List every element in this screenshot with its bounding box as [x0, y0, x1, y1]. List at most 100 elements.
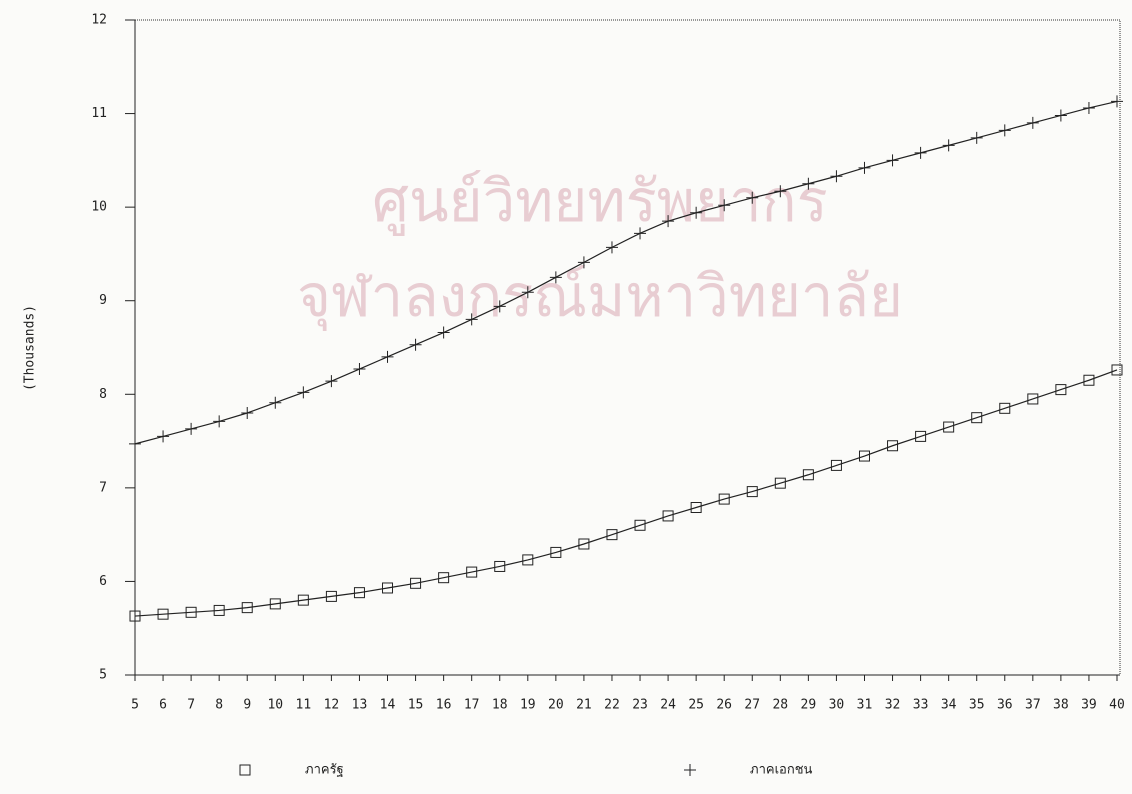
point: [1111, 364, 1123, 376]
point: [297, 386, 310, 399]
point: [157, 608, 169, 620]
point: [970, 131, 983, 144]
point: [353, 587, 365, 599]
x-tick-label: 36: [997, 698, 1013, 713]
point: [381, 350, 394, 363]
point: [129, 437, 141, 450]
point: [325, 375, 338, 388]
point: [634, 519, 646, 531]
point: [409, 338, 422, 351]
point: [830, 170, 843, 183]
x-tick-label: 40: [1109, 698, 1125, 713]
series-line: [134, 100, 1118, 445]
point: [746, 486, 758, 498]
point: [157, 430, 170, 443]
point: [718, 493, 730, 505]
point: [915, 430, 927, 442]
point: [241, 602, 253, 614]
point: [1083, 374, 1095, 386]
point: [999, 402, 1011, 414]
point: [185, 422, 198, 435]
x-tick-label: 29: [801, 698, 817, 713]
x-tick-label: 9: [243, 698, 251, 713]
x-tick-label: 27: [744, 698, 760, 713]
x-tick-label: 34: [941, 698, 957, 713]
point: [550, 546, 562, 558]
point: [241, 407, 254, 419]
point: [1082, 101, 1095, 114]
point: [943, 421, 955, 433]
x-tick-label: 38: [1053, 698, 1069, 713]
x-tick-label: 15: [408, 698, 424, 713]
point: [718, 199, 731, 212]
point: [802, 177, 815, 190]
watermark: ศูนย์วิทยทรัพยากร: [372, 167, 828, 236]
x-tick-label: 30: [829, 698, 845, 713]
x-tick-label: 39: [1081, 698, 1097, 713]
point: [605, 241, 618, 254]
x-tick-label: 33: [913, 698, 929, 713]
point: [522, 554, 534, 566]
point: [1111, 95, 1123, 108]
point: [858, 161, 871, 174]
x-tick-label: 5: [131, 698, 139, 713]
y-tick-label: 9: [99, 293, 107, 308]
point: [577, 256, 590, 269]
point: [549, 271, 562, 284]
y-tick-label: 7: [99, 480, 107, 495]
point: [774, 477, 786, 489]
x-tick-label: 16: [436, 698, 452, 713]
y-tick-label: 10: [91, 200, 107, 215]
x-tick-label: 13: [352, 698, 368, 713]
point: [662, 215, 675, 228]
point: [382, 582, 394, 594]
x-tick-label: 10: [267, 698, 283, 713]
y-axis-label: (Thousands): [23, 305, 38, 391]
point: [830, 459, 842, 471]
point: [297, 594, 309, 606]
y-tick-label: 6: [99, 574, 107, 589]
x-tick-label: 28: [772, 698, 788, 713]
point: [578, 538, 590, 550]
point: [353, 363, 366, 376]
x-tick-label: 20: [548, 698, 564, 713]
x-tick-label: 24: [660, 698, 676, 713]
point: [129, 610, 141, 622]
x-tick-label: 6: [159, 698, 167, 713]
point: [858, 450, 870, 462]
series-line: [134, 369, 1118, 617]
x-tick-label: 17: [464, 698, 480, 713]
point: [465, 313, 478, 326]
point: [971, 412, 983, 424]
legend-label: ภาครัฐ: [305, 763, 344, 778]
point: [1026, 116, 1039, 129]
point: [410, 577, 422, 589]
x-tick-label: 37: [1025, 698, 1041, 713]
point: [914, 146, 927, 159]
point: [269, 396, 282, 409]
x-tick-label: 7: [187, 698, 195, 713]
x-tick-label: 31: [857, 698, 873, 713]
point: [662, 510, 674, 522]
point: [493, 300, 506, 313]
x-tick-label: 22: [604, 698, 620, 713]
point: [438, 572, 450, 584]
legend-marker: [239, 764, 251, 776]
point: [1027, 393, 1039, 405]
x-tick-label: 8: [215, 698, 223, 713]
point: [494, 560, 506, 572]
x-tick-label: 23: [632, 698, 648, 713]
x-tick-label: 18: [492, 698, 508, 713]
point: [1054, 109, 1067, 122]
plot-frame: [134, 19, 1121, 676]
x-tick-label: 14: [380, 698, 396, 713]
point: [634, 227, 647, 240]
point: [269, 598, 281, 610]
legend-label: ภาคเอกชน: [750, 763, 813, 778]
y-tick-label: 8: [99, 387, 107, 402]
point: [437, 326, 450, 339]
point: [466, 566, 478, 578]
x-tick-label: 32: [885, 698, 901, 713]
point: [521, 286, 534, 299]
